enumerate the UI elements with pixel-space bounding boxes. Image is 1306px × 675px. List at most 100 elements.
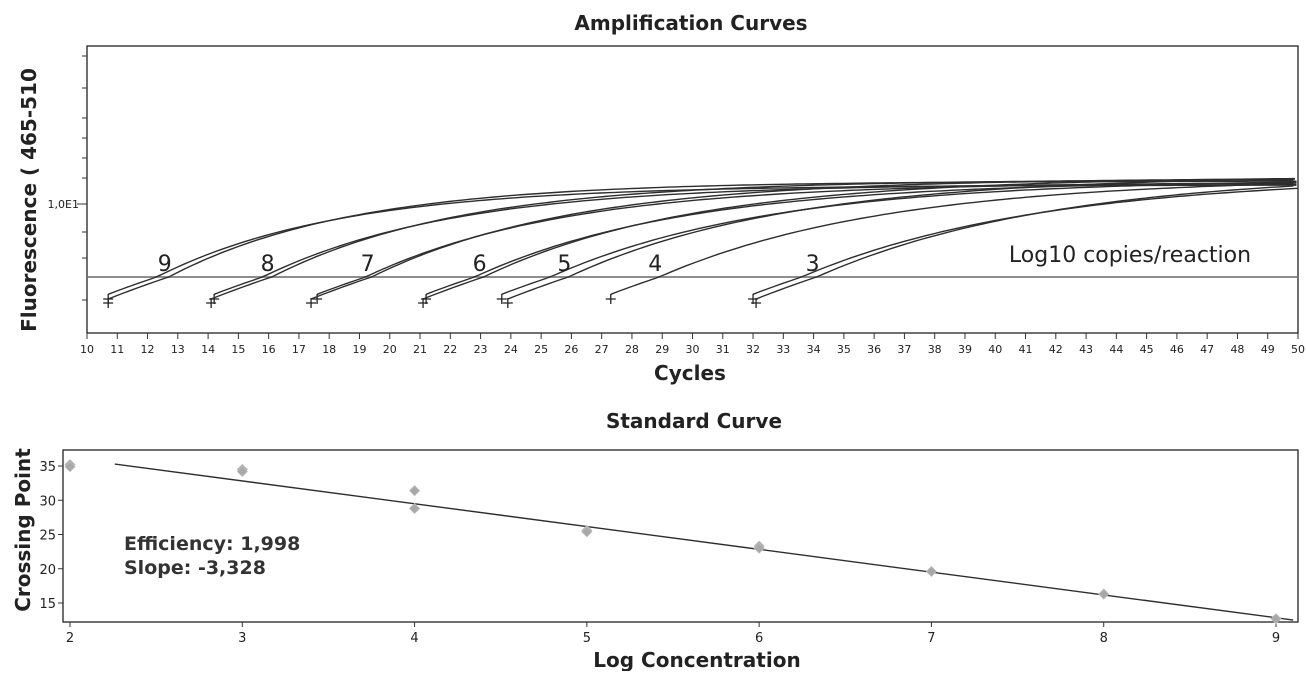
amplification-x-tick-label: 23 — [474, 343, 488, 356]
standard-point — [753, 542, 765, 554]
amplification-x-tick-label: 39 — [958, 343, 972, 356]
amplification-y-tick-label: 1,0E1 — [48, 198, 79, 211]
standard-curve-title: Standard Curve — [606, 409, 782, 433]
amplification-x-tick-label: 20 — [383, 343, 397, 356]
amplification-x-tick-label: 32 — [746, 343, 760, 356]
standard-x-tick-label: 7 — [927, 631, 935, 646]
standard-axes: 2 3 4 5 6 7 8 9 15 20 25 30 35 — [39, 460, 1280, 646]
amplification-x-tick-label: 24 — [504, 343, 518, 356]
amplification-curves — [103, 177, 1299, 308]
amplification-x-tick-label: 44 — [1109, 343, 1123, 356]
replicate-marker — [502, 298, 513, 308]
standard-y-tick-label: 25 — [39, 529, 56, 544]
amplification-x-tick-label: 43 — [1079, 343, 1093, 356]
series-label: 4 — [648, 252, 662, 277]
amplification-title: Amplification Curves — [574, 11, 807, 35]
amplification-x-tick-label: 33 — [776, 343, 790, 356]
standard-point — [236, 465, 248, 478]
amplification-curve — [755, 185, 1294, 300]
amplification-x-tick-label: 31 — [716, 343, 730, 356]
amplification-x-tick-label: 13 — [171, 343, 185, 356]
standard-point — [581, 526, 593, 538]
amplification-x-tick-label: 25 — [534, 343, 548, 356]
replicate-marker — [206, 298, 217, 308]
amplification-curve — [310, 178, 1295, 300]
amplification-curve — [501, 181, 1297, 295]
amplification-x-tick-label: 10 — [80, 343, 94, 356]
series-label: 7 — [361, 252, 375, 277]
replicate-marker — [496, 294, 507, 304]
replicate-marker — [418, 298, 429, 308]
series-label: 5 — [557, 252, 571, 277]
amplification-x-tick-label: 21 — [413, 343, 427, 356]
amplification-x-tick-label: 49 — [1261, 343, 1275, 356]
amplification-x-tick-label: 14 — [201, 343, 215, 356]
replicate-marker — [751, 298, 762, 308]
amplification-curve — [210, 179, 1294, 300]
standard-x-tick-label: 5 — [583, 631, 591, 646]
replicate-marker — [605, 294, 616, 304]
amplification-y-ticks — [77, 55, 87, 301]
standard-plot-frame — [62, 449, 1299, 623]
standard-point — [1098, 588, 1110, 600]
amplification-x-tick-label: 16 — [262, 343, 276, 356]
amplification-x-axis: 10 11 12 13 14 15 16 17 18 19 20 21 22 23 24 25 26 27 28 29… — [80, 333, 1305, 356]
amplification-x-tick-label: 12 — [141, 343, 155, 356]
replicate-marker — [312, 294, 323, 304]
efficiency-annotation: Efficiency: 1,998 — [124, 533, 300, 555]
amplification-x-axis-label: Cycles — [654, 361, 726, 385]
amplification-x-tick-label: 30 — [686, 343, 700, 356]
amplification-x-tick-label: 38 — [928, 343, 942, 356]
amplification-curve — [425, 181, 1297, 295]
standard-point — [925, 565, 937, 578]
amplification-y-axis-label: Fluorescence ( 465-510 — [17, 68, 41, 332]
amplification-x-tick-label: 28 — [625, 343, 639, 356]
series-label: 8 — [261, 252, 275, 277]
amplification-x-tick-label: 26 — [564, 343, 578, 356]
amplification-annotation: Log10 copies/reaction — [1009, 243, 1251, 268]
standard-x-tick-label: 6 — [755, 631, 763, 646]
standard-fit-line — [114, 463, 1294, 621]
standard-y-tick-label: 30 — [39, 494, 56, 509]
amplification-x-tick-label: 41 — [1019, 343, 1033, 356]
amplification-series-labels: 9 8 7 6 5 4 3 — [158, 252, 820, 277]
amplification-x-tick-label: 19 — [352, 343, 366, 356]
standard-point — [409, 502, 421, 515]
standard-x-tick-label: 2 — [66, 631, 74, 646]
amplification-x-tick-label: 46 — [1170, 343, 1184, 356]
amplification-x-tick-label: 22 — [443, 343, 457, 356]
amplification-x-tick-label: 48 — [1230, 343, 1244, 356]
amplification-x-tick-label: 17 — [292, 343, 306, 356]
standard-x-tick-label: 9 — [1272, 631, 1280, 646]
amplification-curve — [507, 177, 1296, 300]
amplification-curve — [422, 177, 1294, 300]
standard-y-tick-label: 35 — [39, 460, 56, 475]
amplification-x-tick-label: 36 — [867, 343, 881, 356]
standard-x-tick-label: 3 — [238, 631, 246, 646]
standard-x-axis-label: Log Concentration — [593, 648, 800, 671]
standard-y-axis-label: Crossing Point — [11, 448, 35, 612]
standard-point — [1270, 613, 1282, 625]
series-label: 9 — [158, 252, 172, 277]
series-label: 6 — [473, 252, 487, 277]
standard-point — [64, 461, 76, 473]
amplification-x-tick-label: 45 — [1140, 343, 1154, 356]
amplification-x-tick-label: 15 — [231, 343, 245, 356]
amplification-x-tick-label: 42 — [1049, 343, 1063, 356]
standard-x-tick-label: 4 — [410, 631, 418, 646]
standard-x-tick-label: 8 — [1100, 631, 1108, 646]
amplification-x-tick-label: 29 — [655, 343, 669, 356]
replicate-marker — [306, 298, 317, 308]
amplification-curve — [610, 182, 1292, 295]
replicate-marker — [103, 298, 114, 308]
amplification-x-tick-label: 50 — [1291, 343, 1305, 356]
series-label: 3 — [806, 252, 820, 277]
slope-annotation: Slope: -3,328 — [124, 557, 266, 579]
amplification-x-tick-label: 40 — [988, 343, 1002, 356]
standard-point — [409, 485, 421, 497]
amplification-x-tick-label: 27 — [595, 343, 609, 356]
standard-y-tick-label: 20 — [39, 563, 56, 578]
amplification-x-tick-label: 35 — [837, 343, 851, 356]
